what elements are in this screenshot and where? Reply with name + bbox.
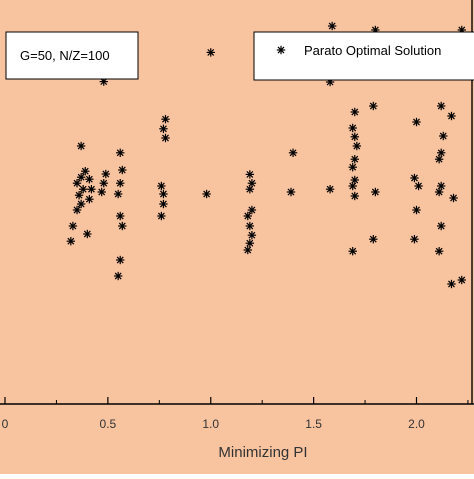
legend-box [253, 31, 474, 81]
data-point [76, 173, 86, 182]
data-point [83, 229, 92, 239]
data-point [81, 167, 90, 176]
data-point [72, 205, 82, 215]
data-point [350, 132, 359, 141]
data-point [325, 185, 335, 194]
data-point [78, 185, 88, 194]
data-point [113, 189, 123, 199]
data-point [447, 111, 456, 121]
data-point [87, 185, 96, 194]
data-point [352, 141, 362, 151]
data-point [243, 245, 252, 255]
data-point [436, 221, 446, 231]
data-point [247, 179, 257, 188]
data-point [288, 148, 298, 157]
data-point [449, 193, 458, 203]
data-point [161, 133, 170, 143]
annotation-text: G=50, N/Z=100 [20, 48, 110, 63]
data-point [245, 239, 255, 248]
data-point [243, 211, 252, 221]
data-point [348, 247, 357, 256]
data-point [439, 131, 448, 141]
data-points [66, 21, 469, 289]
data-point [434, 187, 444, 197]
data-point [247, 205, 257, 215]
data-point [206, 48, 215, 57]
legend-marker-icon [276, 45, 286, 55]
data-point [101, 169, 111, 179]
data-point [159, 199, 168, 209]
data-point [118, 165, 127, 175]
data-point [412, 117, 421, 127]
data-point [436, 101, 446, 111]
data-point [245, 185, 255, 194]
data-point [116, 148, 125, 157]
data-point [66, 237, 76, 246]
data-point [410, 173, 419, 183]
data-point [118, 221, 127, 231]
data-point [116, 255, 125, 265]
data-point [350, 155, 359, 164]
x-axis-label: Minimizing PI [218, 444, 307, 461]
data-point [76, 141, 86, 151]
data-point [99, 179, 108, 188]
data-point [436, 148, 446, 157]
data-point [202, 189, 211, 199]
data-point [76, 199, 86, 209]
data-point [412, 205, 421, 215]
data-point [85, 175, 94, 184]
data-point [74, 191, 84, 200]
data-point [161, 115, 170, 124]
x-tick-label: 1.5 [305, 417, 322, 431]
data-point [247, 231, 257, 240]
data-point [97, 187, 106, 197]
data-point [245, 221, 255, 231]
data-point [327, 21, 337, 31]
data-point [457, 275, 466, 285]
data-point [350, 191, 359, 201]
data-point [410, 235, 419, 244]
legend-marker-glyph [276, 45, 286, 55]
data-point [348, 123, 357, 133]
data-point [414, 181, 423, 191]
data-point [350, 175, 359, 185]
legend-label: Parato Optimal Solution [304, 43, 441, 58]
x-tick-label: 0.5 [100, 417, 117, 431]
data-point [157, 181, 166, 191]
x-tick-label: 2.0 [408, 417, 425, 431]
data-point [434, 155, 444, 164]
data-point [159, 189, 168, 199]
data-point [85, 195, 94, 204]
x-tick-label: 1.0 [202, 417, 219, 431]
data-point [371, 187, 380, 197]
x-tick-label: 0 [2, 417, 9, 431]
data-point [369, 235, 378, 244]
annotation-box: G=50, N/Z=100 [5, 31, 139, 80]
data-point [286, 187, 296, 197]
data-point [436, 181, 446, 191]
data-point [157, 211, 166, 221]
data-point [348, 181, 357, 191]
x-ticks: 0 0.5 1.0 1.5 2.0 [2, 397, 469, 431]
data-point [68, 221, 78, 231]
data-point [348, 163, 357, 172]
data-point [72, 179, 82, 188]
legend: Parato Optimal Solution [253, 31, 474, 81]
data-point [434, 247, 444, 256]
data-point [113, 271, 123, 281]
data-point [350, 107, 359, 117]
data-point [245, 170, 255, 179]
data-point [116, 211, 125, 221]
data-point [116, 179, 125, 188]
data-point [159, 124, 168, 133]
data-point [369, 101, 378, 111]
data-point [447, 279, 456, 289]
